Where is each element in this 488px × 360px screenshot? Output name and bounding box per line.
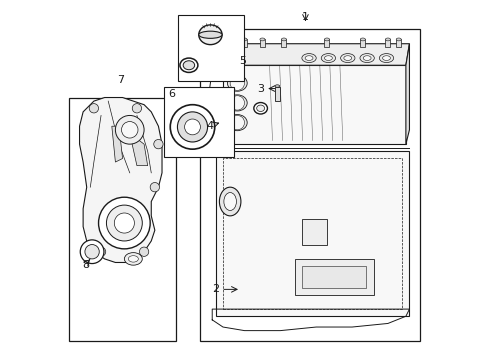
Text: 6: 6 <box>168 89 175 99</box>
Ellipse shape <box>198 31 222 39</box>
Ellipse shape <box>227 75 247 91</box>
Circle shape <box>150 183 159 192</box>
Bar <box>301 266 366 288</box>
Polygon shape <box>80 98 162 262</box>
Bar <box>324 40 329 47</box>
Ellipse shape <box>301 54 316 63</box>
Bar <box>163 87 233 157</box>
Ellipse shape <box>260 38 264 41</box>
Polygon shape <box>112 126 122 162</box>
Ellipse shape <box>324 56 332 60</box>
Ellipse shape <box>360 38 365 41</box>
Bar <box>69 98 176 341</box>
Circle shape <box>121 122 138 138</box>
Ellipse shape <box>227 95 247 111</box>
Circle shape <box>99 197 150 249</box>
Bar <box>199 30 419 341</box>
Circle shape <box>184 119 200 135</box>
Bar <box>178 15 244 81</box>
Text: 8: 8 <box>82 260 89 270</box>
Ellipse shape <box>340 54 354 63</box>
Ellipse shape <box>183 61 194 70</box>
Circle shape <box>230 116 244 130</box>
Ellipse shape <box>385 38 389 41</box>
Circle shape <box>153 139 163 149</box>
Circle shape <box>139 247 148 256</box>
Ellipse shape <box>221 116 224 118</box>
Ellipse shape <box>256 105 264 112</box>
Bar <box>260 40 264 47</box>
Polygon shape <box>215 151 408 316</box>
Ellipse shape <box>242 38 246 41</box>
Ellipse shape <box>124 253 142 265</box>
Circle shape <box>80 240 104 264</box>
Circle shape <box>230 96 244 110</box>
Polygon shape <box>405 44 408 144</box>
Polygon shape <box>223 65 405 144</box>
Bar <box>294 259 373 295</box>
Ellipse shape <box>180 58 198 72</box>
Circle shape <box>170 105 214 149</box>
Circle shape <box>96 247 105 256</box>
Text: 5: 5 <box>239 56 245 66</box>
Ellipse shape <box>281 38 286 41</box>
Bar <box>395 40 400 47</box>
Ellipse shape <box>324 38 329 41</box>
Bar <box>242 40 246 47</box>
Ellipse shape <box>198 25 222 45</box>
Text: 4: 4 <box>206 121 214 131</box>
Ellipse shape <box>379 54 393 63</box>
Ellipse shape <box>227 38 232 41</box>
Ellipse shape <box>359 54 373 63</box>
Polygon shape <box>223 44 408 65</box>
Circle shape <box>85 244 99 259</box>
Bar <box>301 220 326 244</box>
Ellipse shape <box>382 56 389 60</box>
Text: 1: 1 <box>302 12 308 22</box>
Ellipse shape <box>274 85 279 87</box>
Circle shape <box>177 112 207 142</box>
Polygon shape <box>129 134 147 166</box>
Ellipse shape <box>227 114 247 131</box>
Circle shape <box>106 205 142 241</box>
Ellipse shape <box>219 187 241 216</box>
Ellipse shape <box>224 193 236 211</box>
Circle shape <box>114 213 134 233</box>
Text: 7: 7 <box>117 75 124 85</box>
Circle shape <box>230 76 244 90</box>
Ellipse shape <box>128 256 138 262</box>
Text: 3: 3 <box>257 84 264 94</box>
Ellipse shape <box>343 56 351 60</box>
Text: 2: 2 <box>212 284 219 294</box>
Ellipse shape <box>253 103 267 114</box>
Bar <box>221 118 224 130</box>
Bar <box>385 40 389 47</box>
Bar <box>227 40 232 47</box>
Circle shape <box>115 116 144 144</box>
Ellipse shape <box>363 56 370 60</box>
Bar <box>274 87 279 101</box>
Circle shape <box>89 104 99 113</box>
Bar <box>360 40 365 47</box>
Bar <box>281 40 286 47</box>
Ellipse shape <box>321 54 335 63</box>
Ellipse shape <box>305 56 312 60</box>
Ellipse shape <box>395 38 400 41</box>
Circle shape <box>132 104 142 113</box>
